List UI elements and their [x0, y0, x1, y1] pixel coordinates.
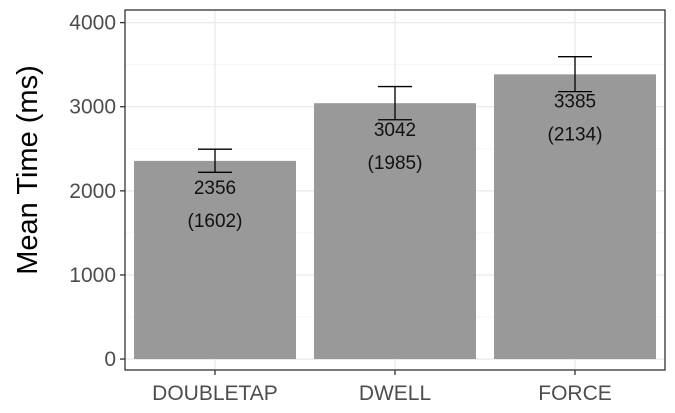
bar-force: [494, 74, 656, 360]
bar-dwell: [314, 103, 476, 360]
error-bars-layer: [198, 56, 592, 173]
bar-sd-label: (1602): [188, 211, 243, 232]
x-tick-label: FORCE: [538, 382, 612, 405]
bar-value-label: 2356: [194, 178, 236, 199]
y-tick-label: 0: [104, 348, 116, 371]
x-tick-label: DWELL: [359, 382, 431, 405]
bar-value-label: 3042: [374, 120, 416, 141]
bar-sd-label: (2134): [548, 124, 603, 145]
y-tick-label: 1000: [69, 264, 116, 287]
y-axis-title: Mean Time (ms): [12, 65, 44, 274]
bar-labels-layer: 2356 (1602) 3042 (1985) 3385 (2134): [188, 91, 603, 232]
y-tick-label: 4000: [69, 12, 116, 35]
y-tick-label: 2000: [69, 180, 116, 203]
bar-sd-label: (1985): [368, 153, 423, 174]
x-tick-label: DOUBLETAP: [152, 382, 278, 405]
bar-doubletap: [134, 160, 296, 360]
bar-value-label: 3385: [554, 91, 596, 112]
bars-layer: [134, 74, 656, 360]
axes-layer: 0 1000 2000 3000 4000 DOUBLETAP DWELL FORCE: [69, 12, 611, 405]
y-tick-label: 3000: [69, 96, 116, 119]
